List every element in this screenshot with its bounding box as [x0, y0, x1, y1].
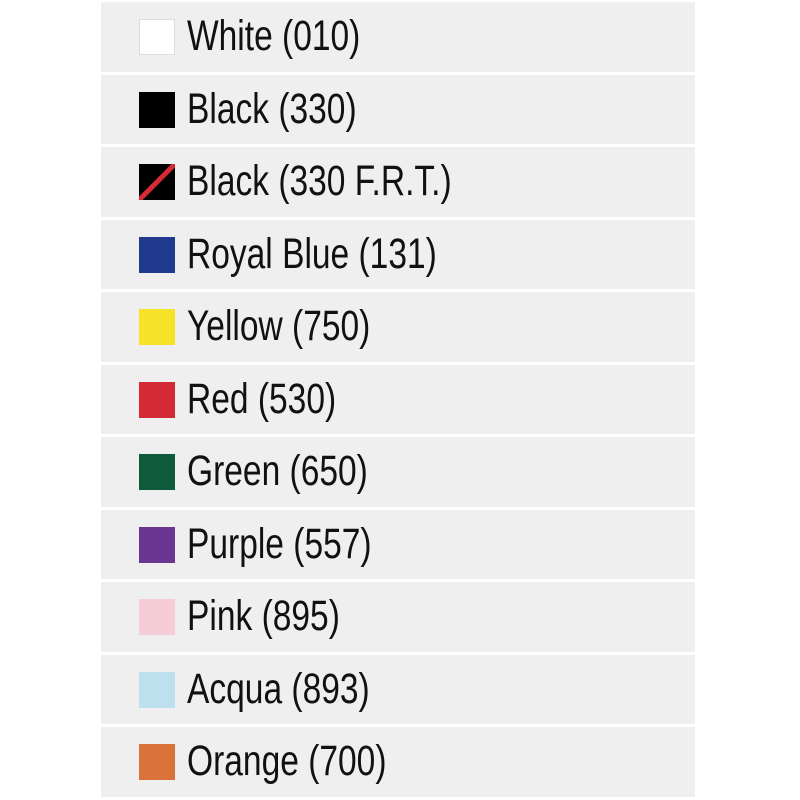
- color-label: Royal Blue (131): [187, 229, 437, 278]
- color-row: Orange (700): [101, 727, 695, 797]
- color-label: White (010): [187, 12, 361, 60]
- color-swatch: [139, 91, 175, 128]
- color-list: White (010) Black (330) Black (330 F.R.T.)…: [101, 2, 695, 800]
- color-label: Purple (557): [187, 519, 372, 568]
- color-row: White (010): [101, 2, 695, 72]
- color-label: Pink (895): [187, 592, 340, 640]
- color-swatch: [139, 599, 175, 635]
- color-swatch: [139, 381, 175, 418]
- color-label: Red (530): [187, 374, 337, 423]
- color-swatch: [139, 236, 175, 273]
- color-swatch: [139, 526, 175, 563]
- color-swatch: [139, 19, 175, 55]
- color-row: Acqua (893): [101, 654, 695, 724]
- color-swatch: [139, 454, 175, 490]
- color-row: Black (330): [101, 74, 695, 144]
- color-label: Orange (700): [187, 737, 387, 785]
- color-row: Green (650): [101, 437, 695, 507]
- color-row: Black (330 F.R.T.): [101, 147, 695, 217]
- color-swatch: [139, 671, 175, 708]
- color-swatch: [139, 744, 175, 780]
- color-row: Red (530): [101, 364, 695, 434]
- color-swatch: [139, 309, 175, 345]
- color-row: Royal Blue (131): [101, 219, 695, 289]
- color-label: Acqua (893): [187, 664, 370, 713]
- color-swatch: [139, 164, 175, 200]
- color-label: Green (650): [187, 447, 368, 495]
- color-row: Yellow (750): [101, 292, 695, 362]
- color-label: Black (330 F.R.T.): [187, 157, 452, 205]
- color-row: Pink (895): [101, 582, 695, 652]
- color-label: Yellow (750): [187, 302, 371, 350]
- color-label: Black (330): [187, 84, 357, 133]
- color-row: Purple (557): [101, 509, 695, 579]
- fire-retardant-stripe-icon: [139, 164, 175, 200]
